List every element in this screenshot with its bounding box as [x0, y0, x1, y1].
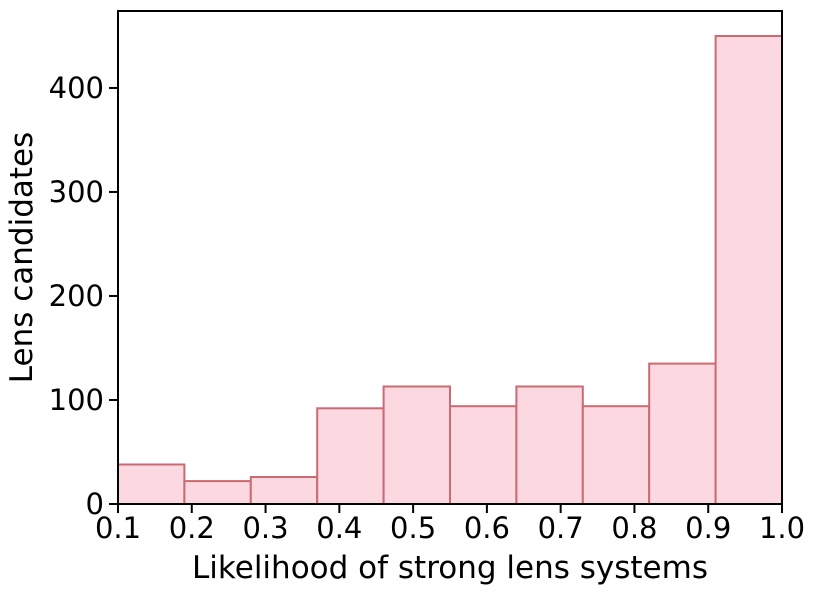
y-tick-label: 100 [49, 383, 104, 417]
y-axis-ticks: 0 100 200 300 400 [49, 71, 117, 521]
histogram-bar [117, 463, 186, 505]
bars-group [117, 35, 783, 506]
x-tick-label: 0.6 [464, 511, 510, 545]
x-tick-label: 0.1 [95, 511, 141, 545]
y-tick-label: 400 [49, 71, 104, 105]
y-axis-label: Lens candidates [4, 132, 40, 383]
histogram-bar [714, 35, 783, 505]
x-tick-label: 0.5 [390, 511, 436, 545]
x-tick-label: 0.9 [685, 511, 731, 545]
x-tick-label: 0.2 [169, 511, 215, 545]
x-tick-label: 0.7 [538, 511, 584, 545]
histogram-bar [449, 405, 518, 506]
x-axis-label: Likelihood of strong lens systems [192, 550, 708, 586]
y-tick-label: 200 [49, 279, 104, 313]
histogram-bar [316, 407, 385, 505]
x-tick-label: 1.0 [759, 511, 805, 545]
x-tick-label: 0.3 [242, 511, 288, 545]
y-tick-label: 0 [86, 487, 104, 521]
histogram-bar [648, 362, 717, 505]
histogram-bar [382, 385, 452, 505]
y-tick-label: 300 [49, 175, 104, 209]
x-tick-label: 0.4 [316, 511, 362, 545]
x-axis-ticks: 0.1 0.2 0.3 0.4 0.5 0.6 0.7 0.8 0.9 1.0 [95, 505, 805, 545]
histogram-bar [249, 476, 319, 505]
histogram-bar [581, 405, 651, 506]
histogram-bar [515, 385, 584, 505]
histogram-bar [183, 480, 252, 506]
x-tick-label: 0.8 [611, 511, 657, 545]
axes-box [117, 10, 783, 505]
